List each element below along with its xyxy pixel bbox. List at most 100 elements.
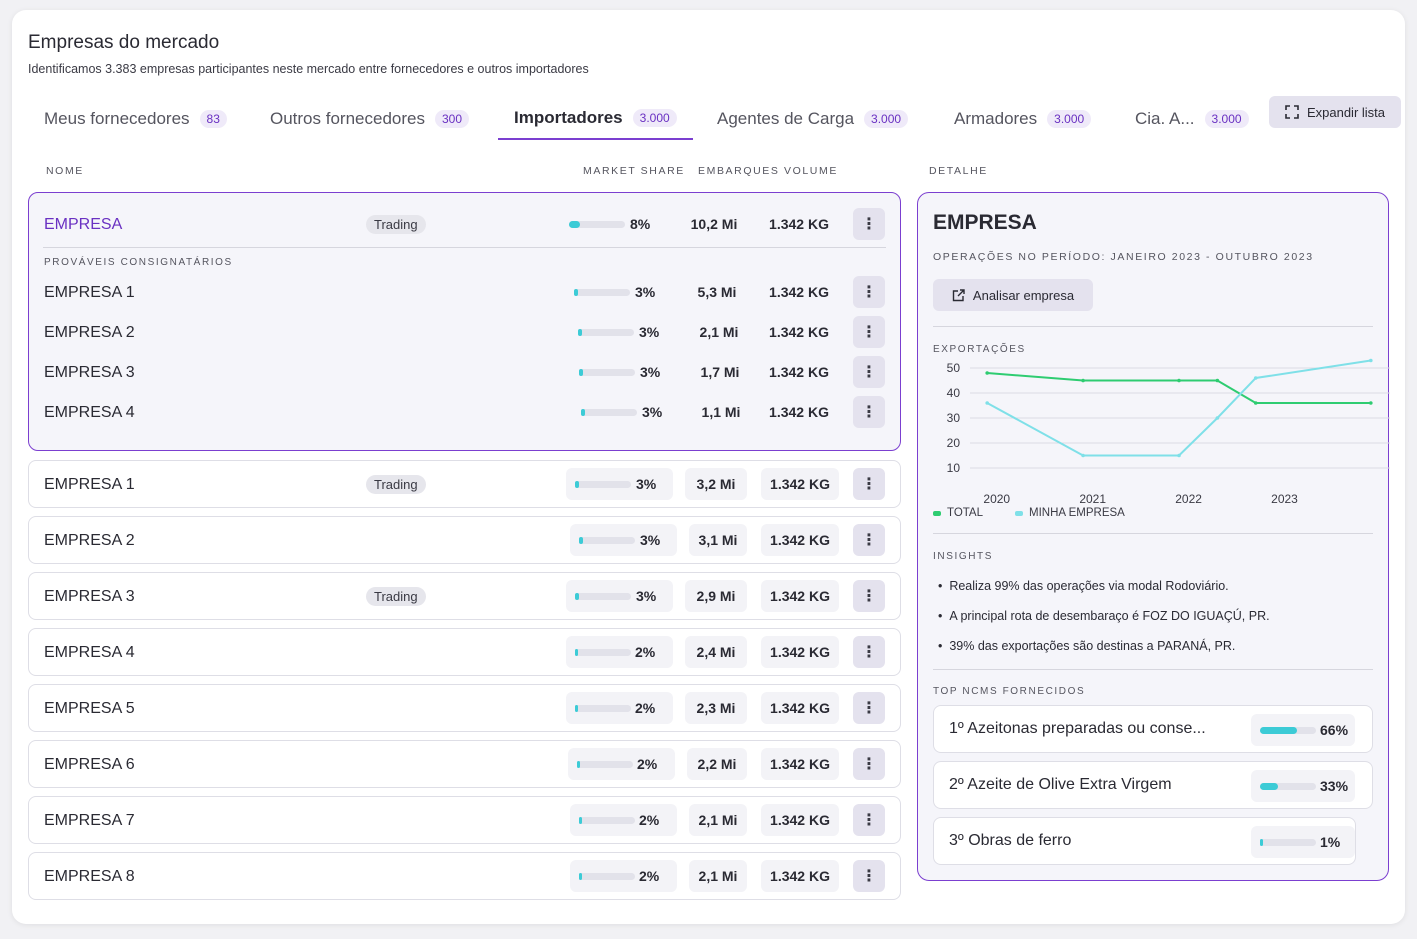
shipments-value: 2,4 Mi bbox=[685, 644, 747, 660]
x-tick-label: 2023 bbox=[1271, 492, 1298, 506]
table-row[interactable]: EMPRESA 4 2% 2,4 Mi 1.342 KG ⋮ bbox=[28, 628, 901, 676]
consignee-name[interactable]: EMPRESA 1 bbox=[44, 284, 135, 302]
insight-text: Realiza 99% das operações via modal Rodo… bbox=[949, 579, 1228, 593]
market-share-pill: 2% bbox=[566, 636, 673, 668]
table-row[interactable]: EMPRESA 3 Trading 3% 2,9 Mi 1.342 KG ⋮ bbox=[28, 572, 901, 620]
volume-value: 1.342 KG bbox=[761, 532, 839, 548]
insights-label: INSIGHTS bbox=[933, 551, 993, 562]
more-vertical-icon: ⋮ bbox=[861, 214, 877, 234]
data-point bbox=[1081, 454, 1085, 458]
data-point bbox=[985, 401, 989, 405]
divider bbox=[43, 247, 886, 248]
tab-airlines[interactable]: Cia. A... 3.000 bbox=[1119, 98, 1265, 140]
row-menu-button[interactable]: ⋮ bbox=[853, 524, 885, 556]
tab-count-badge: 300 bbox=[435, 110, 469, 128]
volume-value: 1.342 KG bbox=[759, 216, 839, 232]
table-row[interactable]: EMPRESA 5 2% 2,3 Mi 1.342 KG ⋮ bbox=[28, 684, 901, 732]
company-name[interactable]: EMPRESA 3 bbox=[44, 588, 135, 606]
shipments-value: 2,1 Mi bbox=[689, 812, 747, 828]
tab-my-suppliers[interactable]: Meus fornecedores 83 bbox=[28, 98, 243, 140]
market-share-pill: 2% bbox=[568, 748, 675, 780]
consignee-name[interactable]: EMPRESA 3 bbox=[44, 364, 135, 382]
x-tick-label: 2020 bbox=[983, 492, 1010, 506]
row-menu-button[interactable]: ⋮ bbox=[853, 580, 885, 612]
shipments-pill: 3,2 Mi bbox=[685, 468, 747, 500]
expand-list-button[interactable]: Expandir lista bbox=[1269, 96, 1401, 128]
company-name[interactable]: EMPRESA bbox=[44, 216, 122, 234]
company-name[interactable]: EMPRESA 1 bbox=[44, 476, 135, 494]
row-menu-button[interactable]: ⋮ bbox=[853, 692, 885, 724]
consignee-name[interactable]: EMPRESA 4 bbox=[44, 404, 135, 422]
tab-importers[interactable]: Importadores 3.000 bbox=[498, 98, 693, 140]
y-tick-label: 40 bbox=[947, 386, 961, 400]
row-menu-button[interactable]: ⋮ bbox=[853, 276, 885, 308]
more-vertical-icon: ⋮ bbox=[861, 586, 877, 606]
ncm-item[interactable]: 2º Azeite de Olive Extra Virgem 33% bbox=[933, 761, 1373, 809]
company-name[interactable]: EMPRESA 5 bbox=[44, 700, 135, 718]
market-share-value: 3% bbox=[642, 404, 662, 420]
company-name[interactable]: EMPRESA 4 bbox=[44, 644, 135, 662]
market-share-bar bbox=[575, 593, 631, 600]
company-name[interactable]: EMPRESA 6 bbox=[44, 756, 135, 774]
row-menu-button[interactable]: ⋮ bbox=[853, 636, 885, 668]
ncm-item[interactable]: 3º Obras de ferro 1% bbox=[933, 817, 1356, 865]
company-name[interactable]: EMPRESA 7 bbox=[44, 812, 135, 830]
market-share-bar bbox=[575, 649, 631, 656]
shipments-value: 2,3 Mi bbox=[685, 700, 747, 716]
data-point bbox=[1254, 401, 1258, 405]
shipments-value: 2,1 Mi bbox=[689, 868, 747, 884]
row-menu-button[interactable]: ⋮ bbox=[853, 396, 885, 428]
volume-pill: 1.342 KG bbox=[761, 748, 839, 780]
market-share-bar bbox=[579, 537, 635, 544]
table-row[interactable]: EMPRESA 6 2% 2,2 Mi 1.342 KG ⋮ bbox=[28, 740, 901, 788]
tab-count-badge: 83 bbox=[200, 110, 227, 128]
row-menu-button[interactable]: ⋮ bbox=[853, 860, 885, 892]
row-menu-button[interactable]: ⋮ bbox=[853, 208, 885, 240]
y-tick-label: 50 bbox=[947, 361, 961, 375]
tab-shipowners[interactable]: Armadores 3.000 bbox=[938, 98, 1107, 140]
market-share-bar-fill bbox=[578, 329, 582, 336]
shipments-pill: 2,9 Mi bbox=[685, 580, 747, 612]
row-menu-button[interactable]: ⋮ bbox=[853, 804, 885, 836]
shipments-pill: 2,3 Mi bbox=[685, 692, 747, 724]
analyze-company-button[interactable]: Analisar empresa bbox=[933, 279, 1093, 311]
row-menu-button[interactable]: ⋮ bbox=[853, 316, 885, 348]
shipments-value: 3,2 Mi bbox=[685, 476, 747, 492]
market-share-value: 2% bbox=[635, 700, 655, 716]
market-share-value: 2% bbox=[637, 756, 657, 772]
data-point bbox=[1177, 379, 1181, 383]
ncm-share-pill: 33% bbox=[1251, 770, 1355, 802]
y-tick-label: 20 bbox=[947, 436, 961, 450]
market-share-bar-fill bbox=[575, 481, 579, 488]
row-menu-button[interactable]: ⋮ bbox=[853, 356, 885, 388]
selected-company-group[interactable]: EMPRESA Trading 8% 10,2 Mi 1.342 KG ⋮ PR… bbox=[28, 192, 901, 451]
trading-tag: Trading bbox=[366, 475, 426, 494]
row-menu-button[interactable]: ⋮ bbox=[853, 748, 885, 780]
volume-pill: 1.342 KG bbox=[761, 636, 839, 668]
consignee-name[interactable]: EMPRESA 2 bbox=[44, 324, 135, 342]
table-row[interactable]: EMPRESA 7 2% 2,1 Mi 1.342 KG ⋮ bbox=[28, 796, 901, 844]
market-share-pill: 2% bbox=[570, 804, 677, 836]
tab-count-badge: 3.000 bbox=[633, 109, 677, 127]
shipments-value: 1,1 Mi bbox=[690, 404, 752, 420]
company-name[interactable]: EMPRESA 8 bbox=[44, 868, 135, 886]
tab-bar: Meus fornecedores 83 Outros fornecedores… bbox=[28, 98, 1388, 140]
table-row[interactable]: EMPRESA 8 2% 2,1 Mi 1.342 KG ⋮ bbox=[28, 852, 901, 900]
legend-my-company: MINHA EMPRESA bbox=[1015, 507, 1125, 519]
market-share-value: 2% bbox=[639, 812, 659, 828]
table-row[interactable]: EMPRESA 2 3% 3,1 Mi 1.342 KG ⋮ bbox=[28, 516, 901, 564]
tab-label: Armadores bbox=[954, 109, 1037, 129]
series-line-total bbox=[987, 373, 1371, 403]
tab-freight-agents[interactable]: Agentes de Carga 3.000 bbox=[701, 98, 924, 140]
insight-text: 39% das exportações são destinas a PARAN… bbox=[949, 639, 1235, 653]
ncm-item[interactable]: 1º Azeitonas preparadas ou conse... 66% bbox=[933, 705, 1373, 753]
tab-label: Meus fornecedores bbox=[44, 109, 190, 129]
company-name[interactable]: EMPRESA 2 bbox=[44, 532, 135, 550]
exports-label: EXPORTAÇÕES bbox=[933, 344, 1026, 355]
tab-other-suppliers[interactable]: Outros fornecedores 300 bbox=[254, 98, 485, 140]
market-share-bar bbox=[578, 329, 634, 336]
table-row[interactable]: EMPRESA 1 Trading 3% 3,2 Mi 1.342 KG ⋮ bbox=[28, 460, 901, 508]
market-share-value: 3% bbox=[635, 284, 655, 300]
market-share-bar-fill bbox=[574, 289, 578, 296]
row-menu-button[interactable]: ⋮ bbox=[853, 468, 885, 500]
